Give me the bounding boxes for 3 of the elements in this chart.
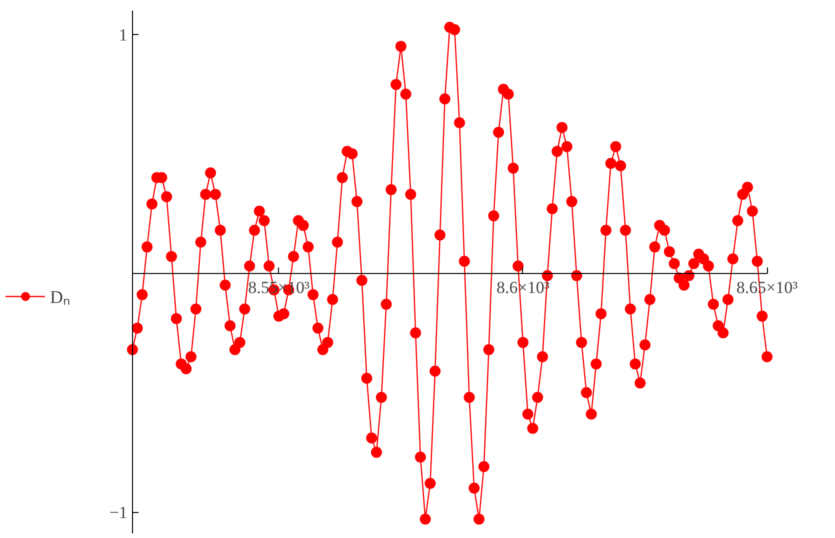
legend-label: Dₙ: [50, 286, 70, 308]
y-tick-label: −1: [109, 503, 128, 522]
y-tick-label: 1: [118, 25, 128, 44]
